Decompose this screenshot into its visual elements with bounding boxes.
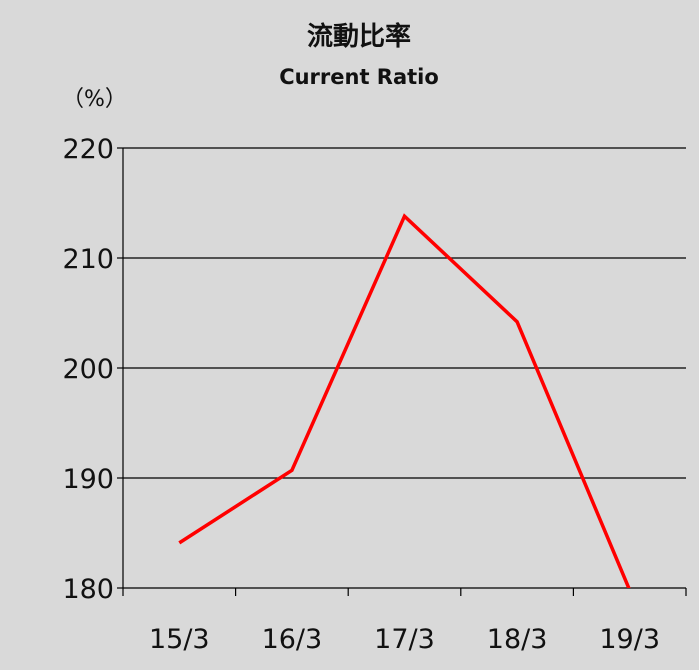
y-tick-labels: 180 190 200 210 220 — [62, 134, 114, 605]
axes — [117, 147, 687, 596]
chart-subtitle: Current Ratio — [279, 65, 439, 89]
x-tick-label: 16/3 — [262, 624, 323, 655]
y-tick-label: 220 — [62, 134, 114, 165]
x-tick-label: 17/3 — [374, 624, 435, 655]
x-tick-label: 19/3 — [599, 624, 660, 655]
x-tick-labels: 15/3 16/3 17/3 18/3 19/3 — [149, 624, 660, 655]
y-tick-label: 210 — [62, 244, 114, 275]
x-tick-label: 15/3 — [149, 624, 210, 655]
y-tick-label: 180 — [62, 574, 114, 605]
x-tick-label: 18/3 — [487, 624, 548, 655]
y-tick-label: 200 — [62, 354, 114, 385]
y-axis-unit-label: （%） — [62, 87, 127, 112]
gridlines — [123, 147, 686, 479]
series-line — [178, 213, 631, 588]
chart-title: 流動比率 — [307, 21, 411, 52]
y-tick-label: 190 — [62, 464, 114, 495]
series-group — [178, 213, 631, 588]
